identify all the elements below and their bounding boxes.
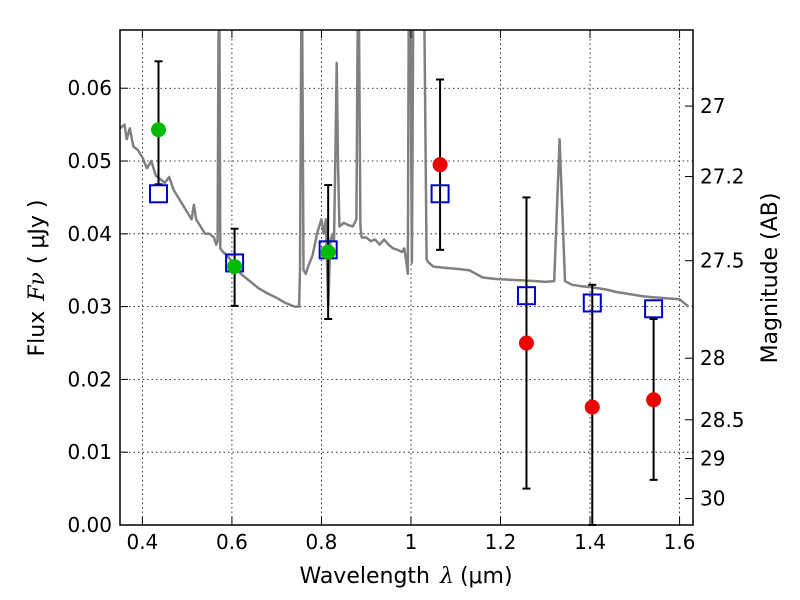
y-tick-label: 0.06 xyxy=(67,76,112,100)
y2-tick-label: 27 xyxy=(700,94,725,118)
green-flux-point xyxy=(227,259,243,275)
red-flux-point xyxy=(584,399,600,415)
y-axis-label-unit: ( μJy ) xyxy=(25,199,50,264)
x-tick-label: 1.4 xyxy=(574,530,606,554)
x-tick-label: 0.6 xyxy=(216,530,248,554)
y-tick-label: 0.05 xyxy=(67,149,112,173)
model-photometry-marker xyxy=(430,184,450,204)
x-axis-label: Wavelength λ (μm) xyxy=(299,564,512,589)
y-tick-label: 0.03 xyxy=(67,295,112,319)
x-tick-label: 0.4 xyxy=(126,530,158,554)
tick-marks xyxy=(120,30,693,526)
y-tick-label: 0.01 xyxy=(67,440,112,464)
y2-axis-label: Magnitude (AB) xyxy=(758,193,783,364)
red-flux-point xyxy=(518,335,534,351)
x-axis-label-text: Wavelength xyxy=(299,564,430,589)
tick-labels: 0.4 0.6 0.8 1 1.2 1.4 1.6 0.00 0.01 0.02 0.03 0.04 0… xyxy=(67,76,744,554)
y2-tick-label: 27.2 xyxy=(700,165,745,189)
series-layer xyxy=(120,30,690,308)
red-flux-point xyxy=(432,157,448,173)
x-axis-label-symbol: λ xyxy=(439,564,454,589)
y-tick-label: 0.00 xyxy=(67,513,112,537)
x-tick-label: 1 xyxy=(405,530,418,554)
y2-tick-label: 30 xyxy=(700,487,725,511)
plot-area xyxy=(120,30,693,525)
model-photometry-marker xyxy=(148,184,168,204)
y-tick-label: 0.04 xyxy=(67,222,112,246)
sed-model-line xyxy=(120,30,690,308)
red-flux-point xyxy=(646,392,662,408)
x-axis-label-unit: (μm) xyxy=(460,564,513,589)
x-tick-label: 1.6 xyxy=(664,530,696,554)
marker-layer xyxy=(148,122,664,415)
x-tick-label: 0.8 xyxy=(306,530,338,554)
y2-tick-label: 28 xyxy=(700,346,725,370)
y2-tick-label: 27.5 xyxy=(700,249,745,273)
model-photometry-marker xyxy=(582,293,602,313)
y-axis-label-text: Flux xyxy=(25,311,50,357)
plot-frame xyxy=(119,29,694,526)
model-photometry-marker xyxy=(644,299,664,319)
y2-tick-label: 29 xyxy=(700,447,725,471)
y-axis-label: Flux Fν ( μJy ) xyxy=(25,199,50,356)
y-axis-label-symbol: Fν xyxy=(25,272,50,302)
green-flux-point xyxy=(320,244,336,260)
model-photometry-marker xyxy=(516,286,536,306)
green-flux-point xyxy=(150,122,166,138)
y-tick-label: 0.02 xyxy=(67,367,112,391)
y2-tick-label: 28.5 xyxy=(700,408,745,432)
x-tick-label: 1.2 xyxy=(485,530,517,554)
